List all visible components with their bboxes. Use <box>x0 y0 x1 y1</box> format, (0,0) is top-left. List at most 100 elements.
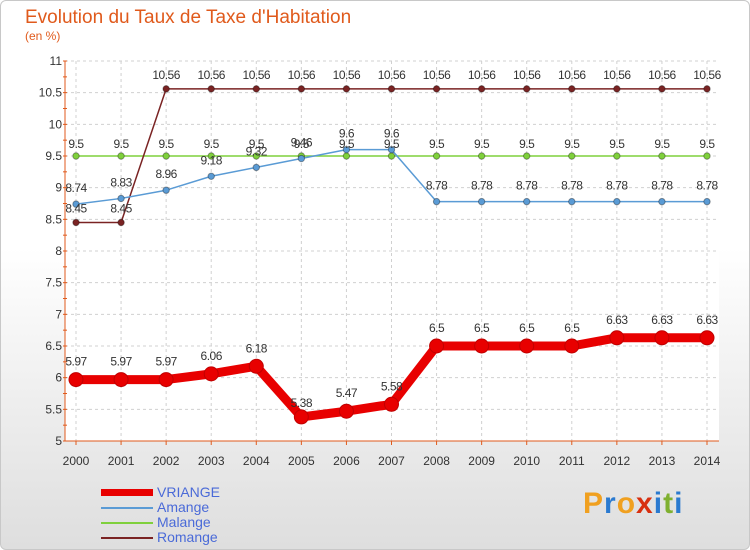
data-label: 9.5 <box>564 137 580 151</box>
data-point <box>703 85 711 93</box>
data-point <box>297 154 306 163</box>
data-label: 5.58 <box>381 379 403 393</box>
y-tick-label: 7.5 <box>45 276 62 290</box>
data-label: 6.5 <box>429 321 445 335</box>
data-label: 5.97 <box>110 355 132 369</box>
data-label: 5.97 <box>155 355 177 369</box>
data-point <box>117 218 125 227</box>
data-label: 9.5 <box>113 137 129 151</box>
data-label: 6.18 <box>246 341 268 355</box>
data-label: 6.63 <box>606 313 628 327</box>
data-label: 8.78 <box>606 179 628 193</box>
x-tick-label: 2008 <box>423 454 450 468</box>
data-label: 8.45 <box>65 202 87 216</box>
data-label: 5.47 <box>336 386 358 400</box>
data-label: 8.78 <box>426 179 448 193</box>
data-label: 10.56 <box>693 68 721 82</box>
data-label: 8.78 <box>651 179 673 193</box>
data-point <box>384 396 399 412</box>
data-point <box>207 85 215 93</box>
data-label: 10.56 <box>603 68 631 82</box>
y-tick-label: 9 <box>55 181 62 195</box>
data-point <box>477 152 486 160</box>
data-point <box>72 200 80 208</box>
x-tick-label: 2006 <box>333 454 360 468</box>
x-tick-label: 2003 <box>198 454 225 468</box>
legend-label: Malange <box>157 514 211 530</box>
logo-letter: o <box>616 487 637 520</box>
data-label: 9.5 <box>609 137 625 151</box>
chart-subtitle: (en %) <box>25 29 61 43</box>
data-label: 5.38 <box>291 396 313 410</box>
data-point <box>568 197 576 206</box>
data-point <box>477 197 486 206</box>
data-label: 10.56 <box>648 68 676 82</box>
data-point <box>252 85 260 93</box>
data-label: 9.5 <box>519 137 535 151</box>
data-point <box>523 197 531 206</box>
data-label: 9.18 <box>201 153 223 167</box>
data-label: 8.45 <box>110 202 132 216</box>
data-label: 10.56 <box>197 68 225 82</box>
legend-swatch <box>101 522 153 524</box>
data-label: 9.5 <box>699 137 715 151</box>
data-point <box>703 152 711 160</box>
legend-swatch <box>101 489 153 496</box>
data-point <box>293 409 309 425</box>
data-point <box>564 338 580 354</box>
data-point <box>113 372 129 388</box>
x-tick-label: 2000 <box>63 454 90 468</box>
data-label: 10.56 <box>333 68 361 82</box>
data-label: 9.32 <box>246 144 268 158</box>
y-tick-label: 5 <box>55 434 62 448</box>
data-point <box>387 145 396 154</box>
data-label: 10.56 <box>152 68 180 82</box>
data-point <box>568 152 576 160</box>
x-tick-label: 2004 <box>243 454 270 468</box>
x-tick-label: 2010 <box>513 454 540 468</box>
data-point <box>474 338 490 354</box>
data-point <box>338 403 354 419</box>
data-label: 10.56 <box>423 68 451 82</box>
legend-swatch <box>101 537 153 539</box>
data-point <box>519 338 535 354</box>
data-point <box>387 85 396 93</box>
data-point <box>609 330 625 346</box>
data-point <box>207 172 215 180</box>
data-label: 10.56 <box>558 68 586 82</box>
legend-label: Romange <box>157 529 218 545</box>
data-label: 9.5 <box>204 137 220 151</box>
data-point <box>523 152 531 160</box>
data-point <box>658 152 666 160</box>
data-label: 5.97 <box>65 355 87 369</box>
data-point <box>207 152 215 160</box>
data-label: 8.78 <box>471 179 493 193</box>
data-label: 9.46 <box>291 136 313 150</box>
chart-title: Evolution du Taux de Taxe d'Habitation <box>25 7 352 28</box>
x-tick-label: 2007 <box>378 454 405 468</box>
data-label: 10.56 <box>378 68 406 82</box>
data-label: 8.96 <box>155 167 177 181</box>
data-label: 6.63 <box>696 313 718 327</box>
logo-letter: x <box>636 487 654 520</box>
data-point <box>162 85 170 93</box>
data-label: 9.5 <box>294 137 310 151</box>
data-point <box>158 372 174 388</box>
data-label: 10.56 <box>468 68 496 82</box>
logo-letter: i <box>653 487 664 520</box>
y-tick-label: 10 <box>49 117 63 131</box>
data-label: 9.5 <box>654 137 670 151</box>
data-point <box>117 152 125 160</box>
data-point <box>203 366 219 382</box>
x-tick-label: 2001 <box>108 454 135 468</box>
y-tick-label: 8 <box>55 244 62 258</box>
data-label: 9.5 <box>429 137 445 151</box>
data-label: 8.78 <box>561 179 583 193</box>
data-label: 6.63 <box>651 313 673 327</box>
legend-label: VRIANGE <box>157 484 221 500</box>
data-label: 10.56 <box>243 68 271 82</box>
data-label: 9.5 <box>68 137 84 151</box>
data-point <box>613 197 621 206</box>
